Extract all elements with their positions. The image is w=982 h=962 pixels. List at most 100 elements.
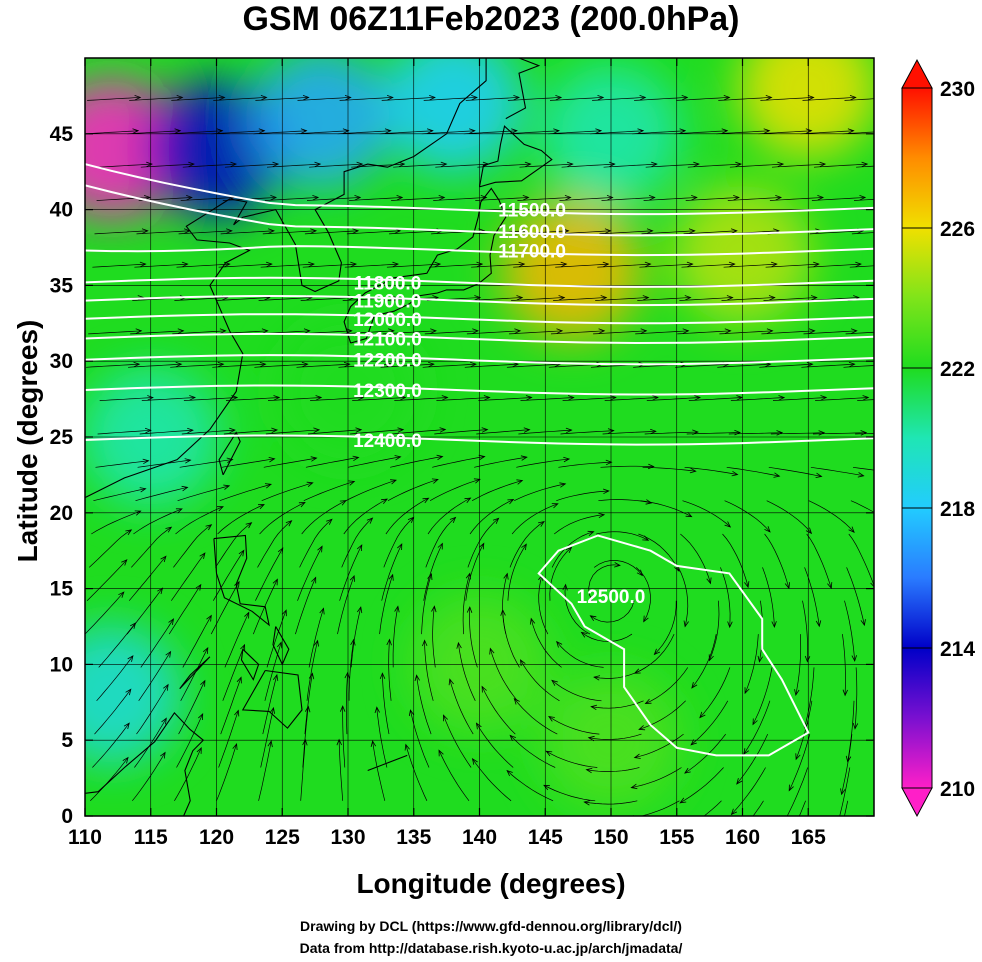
streamline [722,533,749,588]
streamline [182,615,212,668]
streamline [502,573,508,635]
streamline [517,197,571,201]
streamline [598,499,652,504]
coastline [218,431,241,476]
streamline [815,397,869,401]
streamline [348,639,355,701]
streamline [743,700,771,755]
streamline [183,397,238,401]
streamline [690,700,729,746]
contour-label: 11900.0 [354,292,422,313]
streamline-arrow [141,228,149,234]
streamline [772,397,827,401]
streamline-arrow [564,195,572,201]
streamline-arrow [730,228,738,234]
streamline [177,485,230,502]
streamline-arrow [223,484,231,490]
streamline-arrow [545,750,553,757]
streamline-arrow [694,395,702,401]
streamline [546,750,598,768]
streamline [338,739,344,801]
streamline-arrow [523,427,531,433]
streamline-arrow [272,673,279,681]
streamline [675,363,729,368]
streamline-arrow [850,328,858,334]
streamline-arrow [350,261,358,268]
streamline-arrow [471,757,478,765]
streamline [603,163,657,168]
streamline-arrow [348,480,356,486]
streamline-arrow [281,609,287,617]
streamline [168,584,202,635]
streamline-arrow [302,95,310,101]
streamline-arrow [258,128,266,134]
y-tick-label: 45 [50,123,74,146]
streamline-arrow [304,705,311,713]
streamline-arrow [646,228,654,234]
x-tick-label: 125 [265,826,300,849]
streamline-arrow [200,679,206,687]
streamline-arrow [784,816,789,822]
streamline-arrow [478,454,486,461]
streamline-arrow [543,784,550,791]
streamline [302,706,309,768]
streamline-arrow [132,128,140,134]
streamline [134,263,188,268]
streamline [387,479,439,502]
streamline-arrow [472,328,480,334]
streamline [717,363,771,368]
streamline [561,163,615,168]
streamline-arrow [441,395,449,401]
streamline-arrow [344,671,350,679]
streamline-arrow [163,683,169,691]
streamline [646,397,701,401]
streamline [530,618,562,668]
streamline [212,363,266,368]
streamline-arrow [513,95,521,101]
streamline-arrow [804,655,811,663]
streamline-arrow [765,95,773,101]
streamline [88,330,142,335]
streamline-arrow [177,328,185,334]
streamline [350,429,404,435]
streamline-arrow [560,261,568,268]
streamline-arrow [349,574,355,582]
streamline-arrow [529,617,536,625]
streamline-arrow [448,678,454,686]
streamline-arrow [443,714,448,722]
streamline-arrow [553,128,561,134]
streamline [219,483,272,502]
streamline-arrow [308,261,315,268]
streamline [88,529,132,568]
colorbar-tick-label: 214 [940,638,975,661]
streamline-arrow [638,725,646,731]
streamline [85,591,125,635]
streamline-arrow [890,129,896,134]
streamline [688,397,743,401]
streamline [719,330,773,335]
streamline [337,130,391,135]
streamline [684,733,726,774]
streamline [433,197,487,201]
contour-line [85,332,874,345]
streamline-arrow [744,687,750,695]
streamline-arrow [398,161,406,168]
streamline-arrow [366,517,374,524]
streamline-arrow [833,854,838,860]
streamline-arrow [122,756,129,764]
streamline-arrow [519,659,526,667]
streamline [295,577,317,635]
streamline-arrow [388,328,395,334]
streamline-arrow [836,821,841,827]
streamline-arrow [524,161,532,168]
streamline [223,429,278,435]
streamline-arrow [430,328,437,334]
streamline [752,667,773,725]
streamline [264,197,319,201]
streamline-arrow [688,228,696,234]
streamline [506,770,554,802]
streamline [805,297,859,301]
streamline-arrow [651,161,658,168]
streamline-arrow [507,499,515,505]
streamline [758,130,812,135]
